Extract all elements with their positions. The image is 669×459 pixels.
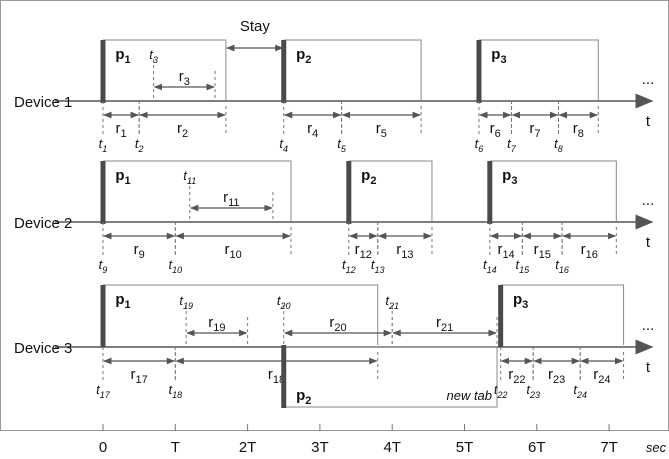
- device-2-interval-r11: r11: [223, 189, 239, 209]
- device-3-ellipsis: ...: [642, 317, 655, 334]
- time-axis-unit: sec: [646, 440, 667, 455]
- device-1-interval-r2: r2: [177, 120, 188, 140]
- device-1-tick-t1: t1: [99, 136, 108, 154]
- device-1-tick-t3: t3: [149, 47, 158, 65]
- device-2-interval-r14: r14: [497, 241, 514, 261]
- device-1-time-label: t: [646, 113, 651, 130]
- device-3-new-tab-bar: [281, 345, 287, 408]
- device-3-tick-t17: t17: [96, 382, 111, 400]
- device-3-tick-t24: t24: [573, 382, 587, 400]
- device-2-interval-r16: r16: [581, 241, 598, 261]
- device-1-interval-r7: r7: [529, 120, 540, 140]
- device-2-tick-t14: t14: [483, 257, 497, 275]
- device-2-tick-t11: t11: [183, 168, 196, 186]
- device-2-tick-t12: t12: [342, 257, 356, 275]
- device-2-interval-r13: r13: [396, 241, 413, 261]
- device-2-label: Device 2: [14, 215, 72, 232]
- device-3-interval-r19: r19: [208, 314, 225, 334]
- device-1-tick-t7: t7: [507, 136, 517, 154]
- device-3-tick-t19: t19: [179, 293, 193, 311]
- device-3-new-tab-page-label: p2: [296, 387, 311, 407]
- device-2-page-p2-box: [348, 160, 433, 222]
- time-axis-tick-2T: 2T: [239, 439, 257, 456]
- device-1-interval-r6: r6: [490, 120, 501, 140]
- device-2-tick-t9: t9: [99, 257, 108, 275]
- device-1-page-p3-box: [478, 39, 599, 101]
- device-2-interval-r15: r15: [534, 241, 551, 261]
- device-3-page-p3-box: [500, 284, 625, 345]
- device-3-label: Device 3: [14, 340, 72, 357]
- device-3-page-p1-label: p1: [115, 291, 130, 311]
- device-3-interval-r22: r22: [508, 366, 525, 386]
- time-axis-tick-7T: 7T: [600, 439, 618, 456]
- device-2-page-p3-box: [489, 160, 617, 222]
- device-1-page-p3-bar: [476, 40, 482, 103]
- device-3-tick-t18: t18: [168, 382, 182, 400]
- device-3-page-p3-label: p3: [513, 291, 528, 311]
- device-2-page-p1-box: [103, 160, 292, 222]
- device-3-page-p3-bar: [498, 285, 504, 347]
- device-3-interval-r23: r23: [548, 366, 565, 386]
- device-3-page-p1-box: [103, 284, 379, 345]
- time-axis-tick-0: 0: [99, 439, 107, 456]
- device-3-tick-t22: t22: [494, 382, 508, 400]
- device-1-page-p3-label: p3: [491, 46, 506, 66]
- device-1-tick-t4: t4: [279, 136, 288, 154]
- device-1-interval-r3: r3: [179, 68, 190, 88]
- device-1-page-p2-bar: [281, 40, 287, 103]
- device-2-tick-t10: t10: [168, 257, 182, 275]
- device-2-interval-r12: r12: [355, 241, 372, 261]
- device-2-page-p1-label: p1: [115, 167, 130, 187]
- device-1-page-p1-box: [103, 39, 227, 101]
- device-3-interval-r21: r21: [436, 314, 453, 334]
- device-1-interval-r8: r8: [573, 120, 584, 140]
- device-2-tick-t16: t16: [555, 257, 569, 275]
- device-1-tick-t2: t2: [135, 136, 144, 154]
- device-3-new-tab-text: new tab: [446, 388, 492, 403]
- device-1-page-p1-label: p1: [115, 46, 130, 66]
- device-1-label: Device 1: [14, 94, 72, 111]
- device-2-page-p3-bar: [487, 161, 493, 224]
- device-2-ellipsis: ...: [642, 192, 655, 209]
- device-2-tick-t13: t13: [371, 257, 385, 275]
- device-2-page-p2-label: p2: [361, 167, 376, 187]
- time-axis-tick-4T: 4T: [383, 439, 401, 456]
- device-2-page-p2-bar: [346, 161, 352, 224]
- time-axis-tick-6T: 6T: [528, 439, 546, 456]
- device-1-interval-r1: r1: [116, 120, 127, 140]
- device-2-page-p3-label: p3: [502, 167, 517, 187]
- device-1-tick-t8: t8: [554, 136, 563, 154]
- device-2-interval-r9: r9: [134, 241, 145, 261]
- device-2-time-label: t: [646, 234, 651, 251]
- device-3-time-label: t: [646, 359, 651, 376]
- device-3-interval-r20: r20: [329, 314, 346, 334]
- device-1-interval-r4: r4: [307, 120, 318, 140]
- device-3-interval-r17: r17: [131, 366, 148, 386]
- device-3-tick-t23: t23: [526, 382, 540, 400]
- device-1-page-p2-label: p2: [296, 46, 311, 66]
- device-3-tick-t21: t21: [385, 293, 399, 311]
- device-1-interval-r5: r5: [376, 120, 387, 140]
- device-2-page-p1-bar: [100, 161, 106, 224]
- stay-label: Stay: [240, 18, 271, 35]
- time-axis-tick-3T: 3T: [311, 439, 329, 456]
- device-2-tick-t15: t15: [516, 257, 531, 275]
- device-3-tick-t20: t20: [277, 293, 291, 311]
- device-2-interval-r10: r10: [225, 241, 242, 261]
- device-1-page-p1-bar: [100, 40, 106, 103]
- device-1-tick-t5: t5: [337, 136, 347, 154]
- device-1-ellipsis: ...: [642, 71, 655, 88]
- device-3-page-p1-bar: [100, 285, 106, 347]
- device-1-page-p2-box: [283, 39, 422, 101]
- time-axis-tick-T: T: [171, 439, 180, 456]
- device-1-tick-t6: t6: [475, 136, 484, 154]
- time-axis-tick-5T: 5T: [456, 439, 474, 456]
- device-3-interval-r24: r24: [593, 366, 610, 386]
